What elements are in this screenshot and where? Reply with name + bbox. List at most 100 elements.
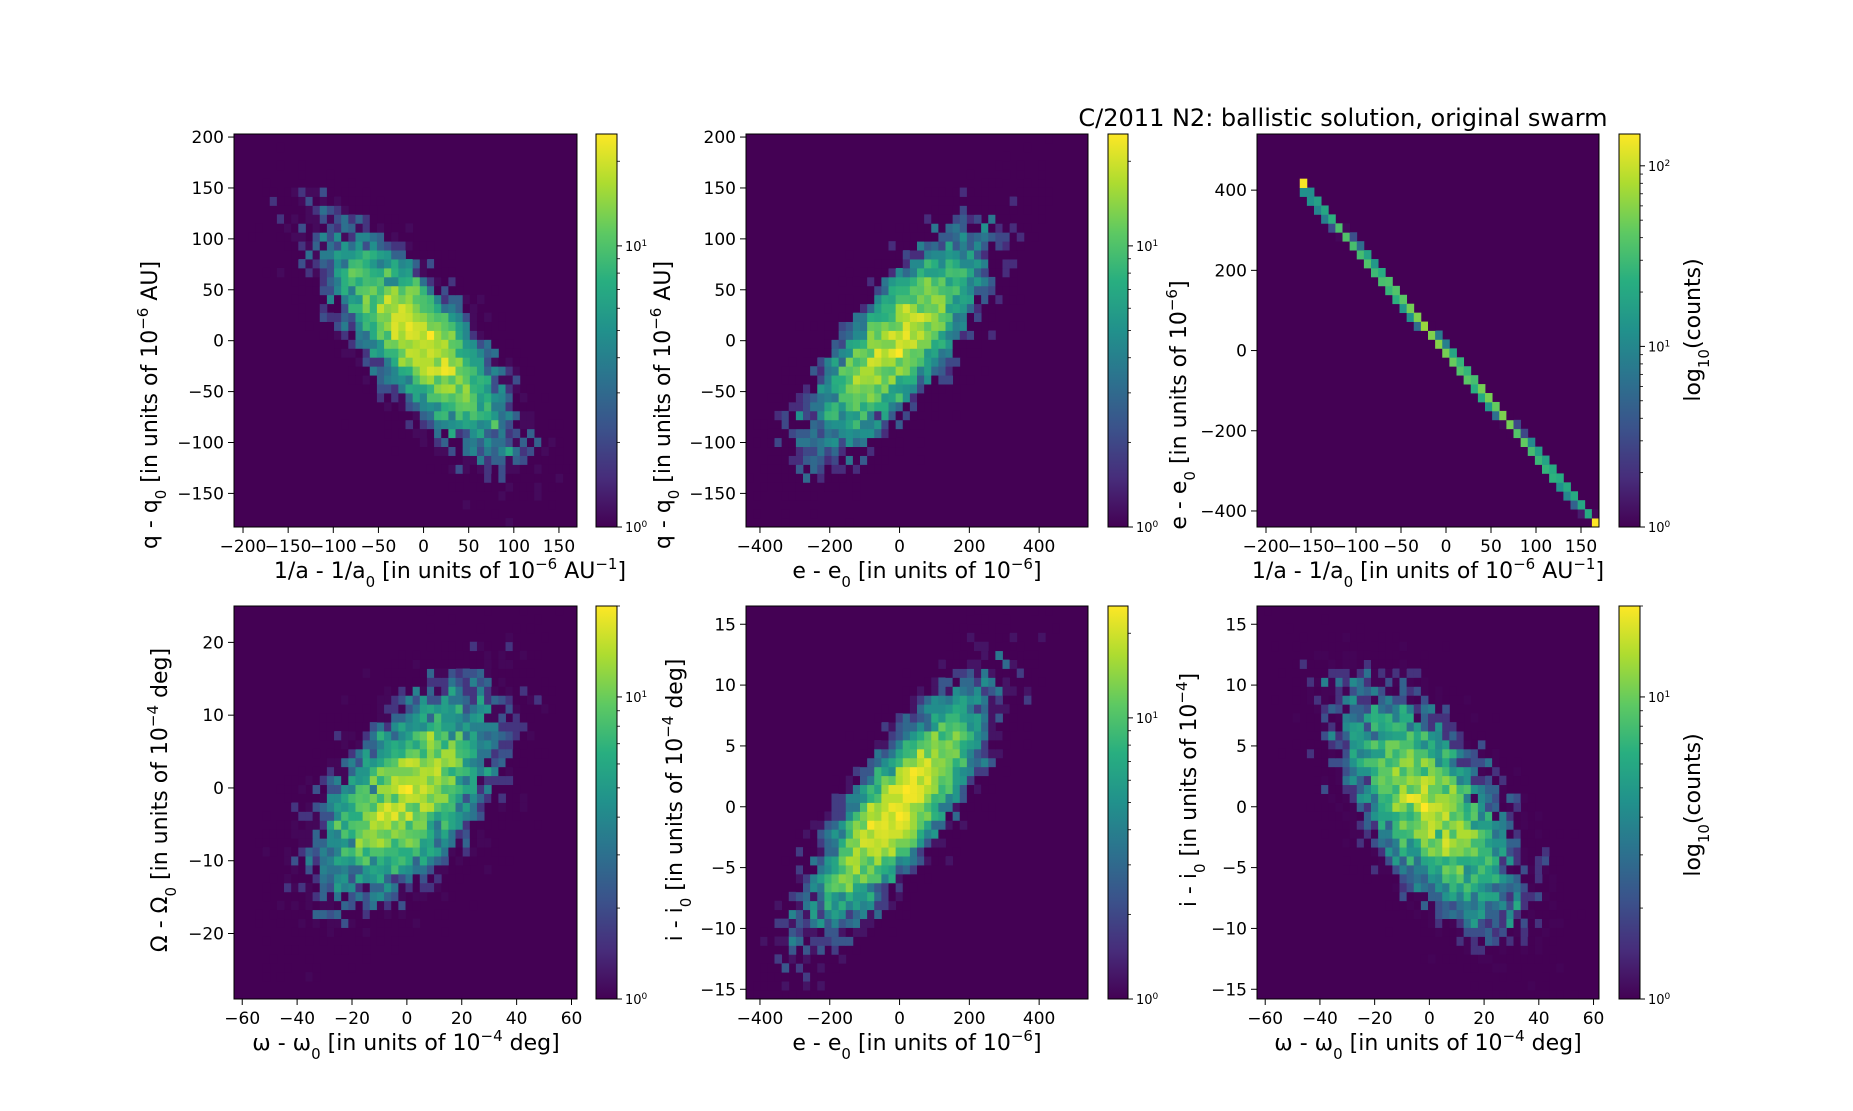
heatmap-cell <box>867 393 875 403</box>
heatmap-cell <box>355 882 364 893</box>
heatmap-cell <box>945 820 954 830</box>
heatmap-cell <box>419 384 428 394</box>
heatmap-cell <box>391 285 399 296</box>
heatmap-cell <box>441 847 449 857</box>
heatmap-cell <box>412 303 421 314</box>
heatmap-cell <box>419 793 428 803</box>
heatmap-cell <box>959 659 968 669</box>
heatmap-cell <box>369 366 378 376</box>
heatmap-cell <box>455 811 464 821</box>
heatmap-cell <box>348 232 356 242</box>
heatmap-cell <box>1456 748 1465 759</box>
heatmap-cell <box>931 267 939 278</box>
heatmap-cell <box>384 766 392 777</box>
heatmap-cell <box>469 357 478 367</box>
heatmap-cell <box>334 348 342 358</box>
heatmap-cell <box>505 659 514 669</box>
heatmap-cell <box>795 856 804 866</box>
heatmap-cell <box>924 838 932 848</box>
heatmap-cell <box>1456 757 1465 768</box>
heatmap-cell <box>334 205 342 215</box>
heatmap-cell <box>319 713 328 723</box>
heatmap-cell <box>298 829 306 839</box>
heatmap-cell <box>448 838 456 848</box>
heatmap-cell <box>1378 731 1386 741</box>
heatmap-cell <box>966 294 975 305</box>
heatmap-cell <box>391 659 399 669</box>
colorbar-label: log10(counts) <box>1681 258 1713 401</box>
heatmap-cell <box>952 276 961 287</box>
heatmap-cell <box>881 446 889 456</box>
heatmap-cell <box>305 909 314 920</box>
heatmap-cell <box>966 775 975 786</box>
heatmap-cell <box>348 739 356 750</box>
heatmap-cell <box>788 954 797 964</box>
heatmap-cell <box>974 704 982 714</box>
heatmap-cell <box>824 339 832 349</box>
heatmap-cell <box>334 847 342 857</box>
x-axis-label: ω - ω0 [in units of 10−4 deg] <box>252 1027 559 1063</box>
heatmap-cell <box>1492 401 1500 412</box>
heatmap-cell <box>902 375 911 385</box>
heatmap-cell <box>909 401 918 412</box>
heatmap-cell <box>1463 775 1472 786</box>
heatmap-cell <box>412 267 421 278</box>
heatmap-cell <box>1399 820 1408 830</box>
heatmap-cell <box>391 384 399 394</box>
heatmap-cell <box>767 972 775 982</box>
heatmap-cell <box>781 410 790 421</box>
y-tick-label: 150 <box>704 179 736 199</box>
heatmap-cell <box>441 927 449 937</box>
heatmap-cell <box>1314 677 1322 687</box>
heatmap-cell <box>767 437 775 448</box>
heatmap-cell <box>852 473 861 483</box>
heatmap-cell <box>931 205 939 215</box>
heatmap-cell <box>391 393 399 403</box>
heatmap-cell <box>902 820 911 830</box>
heatmap-cell <box>391 856 399 866</box>
heatmap-cell <box>469 838 478 848</box>
heatmap-cell <box>995 641 1003 652</box>
heatmap-cell <box>874 829 882 839</box>
heatmap-cell <box>455 410 464 421</box>
heatmap-cell <box>1413 775 1422 786</box>
heatmap-cell <box>810 865 818 875</box>
heatmap-cell <box>312 972 321 982</box>
heatmap-cell <box>774 963 783 973</box>
heatmap-cell <box>845 856 854 866</box>
heatmap-cell <box>874 811 882 821</box>
heatmap-cell <box>938 276 946 287</box>
heatmap-cell <box>838 401 847 412</box>
heatmap-cell <box>909 713 918 723</box>
heatmap-cell <box>817 936 825 946</box>
heatmap-cell <box>284 187 292 197</box>
heatmap-cell <box>491 757 499 768</box>
heatmap-cell <box>795 900 804 911</box>
heatmap-cell <box>1045 196 1053 206</box>
heatmap-cell <box>476 401 485 412</box>
heatmap-cell <box>291 214 299 224</box>
heatmap-cell <box>1542 882 1550 893</box>
heatmap-cell <box>1399 882 1408 893</box>
heatmap-cell <box>1556 990 1564 1000</box>
heatmap-cell <box>319 838 328 848</box>
heatmap-cell <box>952 811 961 821</box>
heatmap-cell <box>341 766 349 777</box>
heatmap-cell <box>1392 766 1400 777</box>
heatmap-cell <box>1385 713 1393 723</box>
heatmap-cell <box>369 802 378 812</box>
heatmap-cell <box>1549 918 1557 928</box>
heatmap-cell <box>448 650 456 660</box>
heatmap-cell <box>1513 793 1522 803</box>
heatmap-cell <box>1506 802 1514 812</box>
heatmap-cell <box>1534 936 1543 946</box>
heatmap-cell <box>1023 196 1032 206</box>
heatmap-cell <box>1527 793 1536 803</box>
heatmap-cell <box>441 820 449 830</box>
heatmap-cell <box>931 401 939 412</box>
heatmap-cell <box>959 650 968 660</box>
heatmap-cell <box>888 312 897 322</box>
heatmap-cell <box>1449 882 1457 893</box>
heatmap-cell <box>1009 294 1018 305</box>
heatmap-cell <box>362 918 371 928</box>
